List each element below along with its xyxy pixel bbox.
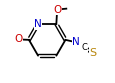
Text: O: O: [53, 4, 61, 15]
Text: N: N: [34, 19, 42, 29]
Text: N: N: [72, 37, 79, 47]
Text: S: S: [89, 48, 96, 58]
Text: O: O: [14, 34, 22, 44]
Text: C: C: [81, 43, 87, 52]
